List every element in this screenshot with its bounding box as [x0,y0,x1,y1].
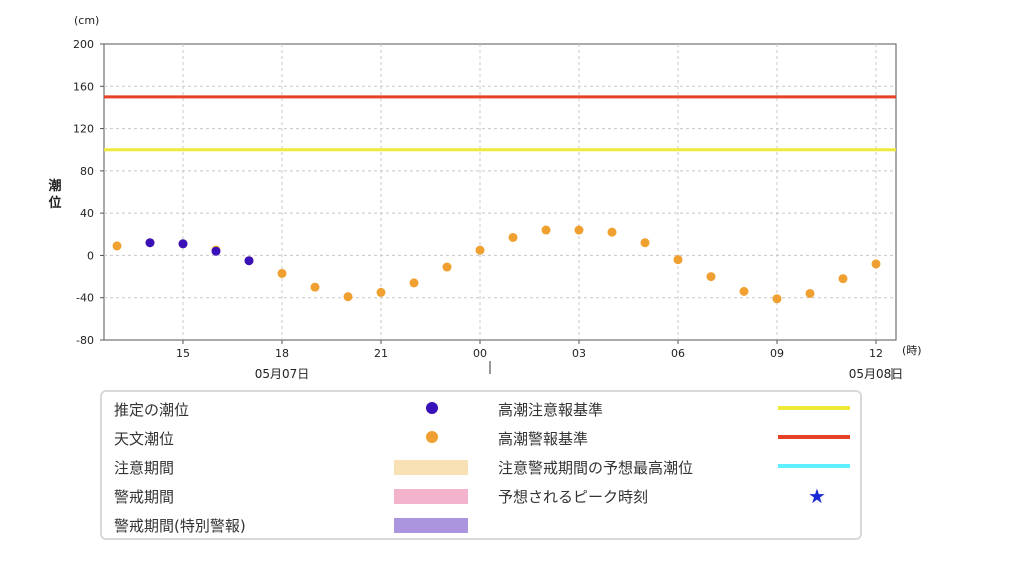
data-points [112,225,881,304]
legend-label: 高潮警報基準 [498,429,589,448]
date-label: 05月07日 [255,367,310,381]
data-point [244,256,254,266]
data-point [475,245,485,255]
legend-line-warning-level [778,435,850,439]
legend-item-warning-level: 高潮警報基準 [498,426,588,450]
data-point [805,288,815,298]
data-point [376,287,386,297]
legend-item-astronomical: 天文潮位 [114,426,174,450]
legend-label: 警戒期間(特別警報) [114,516,246,535]
legend-item-warning-period: 警戒期間 [114,484,174,508]
x-tick-label: 18 [275,347,289,360]
legend-item-predicted-peak: 予想されるピーク時刻 [498,484,648,508]
y-axis-title: 潮位 [48,178,61,211]
data-point [508,232,518,242]
y-tick-label: -40 [76,292,94,305]
x-tick-label: 15 [176,347,190,360]
star-icon: ★ [808,484,826,508]
data-point [871,259,881,269]
legend-item-predicted-max: 注意警戒期間の予想最高潮位 [498,455,693,479]
data-point [673,255,683,265]
data-point [112,241,122,251]
data-point [541,225,551,235]
legend-line-advisory-level [778,406,850,410]
legend-label: 注意期間 [114,458,175,477]
x-tick-label: 00 [473,347,487,360]
legend-dot-astronomical [426,431,438,443]
legend-item-special-warning-period: 警戒期間(特別警報) [114,513,246,537]
tide-chart: -80 -40 0 40 80 120 160 200 15 18 21 00 03 06 09 12 05… [48,14,922,381]
legend-label: 注意警戒期間の予想最高潮位 [498,458,694,477]
data-point [211,246,221,256]
y-tick-label: -80 [76,334,94,347]
x-tick-label: 06 [671,347,685,360]
y-unit-label: (cm) [74,14,99,27]
date-label: 05月08日 [849,367,904,381]
data-point [607,227,617,237]
data-point [772,294,782,304]
data-point [310,282,320,292]
data-point [640,238,650,248]
legend-label: 天文潮位 [114,429,175,448]
data-point [442,262,452,272]
legend-line-predicted-max [778,464,850,468]
data-point [178,239,188,249]
data-point [739,286,749,296]
legend-swatch-special-warning-period [394,518,468,533]
y-tick-label: 40 [80,207,94,220]
legend-item-estimated: 推定の潮位 [114,397,189,421]
legend-label: 高潮注意報基準 [498,400,604,419]
x-axis-ticks: 15 18 21 00 03 06 09 12 [176,340,883,360]
data-point [574,225,584,235]
legend-label: 推定の潮位 [114,400,190,419]
x-tick-label: 21 [374,347,388,360]
legend-label: 警戒期間 [114,487,175,506]
x-tick-label: 03 [572,347,586,360]
plot-area [103,43,897,341]
legend-item-caution-period: 注意期間 [114,455,174,479]
threshold-lines [104,95,896,152]
x-tick-label: 09 [770,347,784,360]
y-tick-label: 80 [80,165,94,178]
legend-swatch-caution-period [394,460,468,475]
data-point [343,292,353,302]
legend-label: 予想されるピーク時刻 [498,487,649,506]
y-tick-label: 120 [73,123,94,136]
x-tick-label: 12 [869,347,883,360]
x-unit-label: (時) [902,344,922,357]
data-point [277,268,287,278]
data-point [706,272,716,282]
y-axis-ticks: -80 -40 0 40 80 120 160 200 [73,38,104,347]
legend-dot-estimated [426,402,438,414]
legend-swatch-warning-period [394,489,468,504]
data-point [838,274,848,284]
y-tick-label: 200 [73,38,94,51]
legend: 推定の潮位 天文潮位 注意期間 警戒期間 警戒期間(特別警報) 高潮注意報基準 … [100,390,862,540]
data-point [145,238,155,248]
data-point [409,278,419,288]
y-tick-label: 0 [87,249,94,262]
grid-lines [104,44,896,340]
legend-item-advisory-level: 高潮注意報基準 [498,397,603,421]
date-labels: 05月07日 05月08日 [255,367,904,381]
y-tick-label: 160 [73,80,94,93]
